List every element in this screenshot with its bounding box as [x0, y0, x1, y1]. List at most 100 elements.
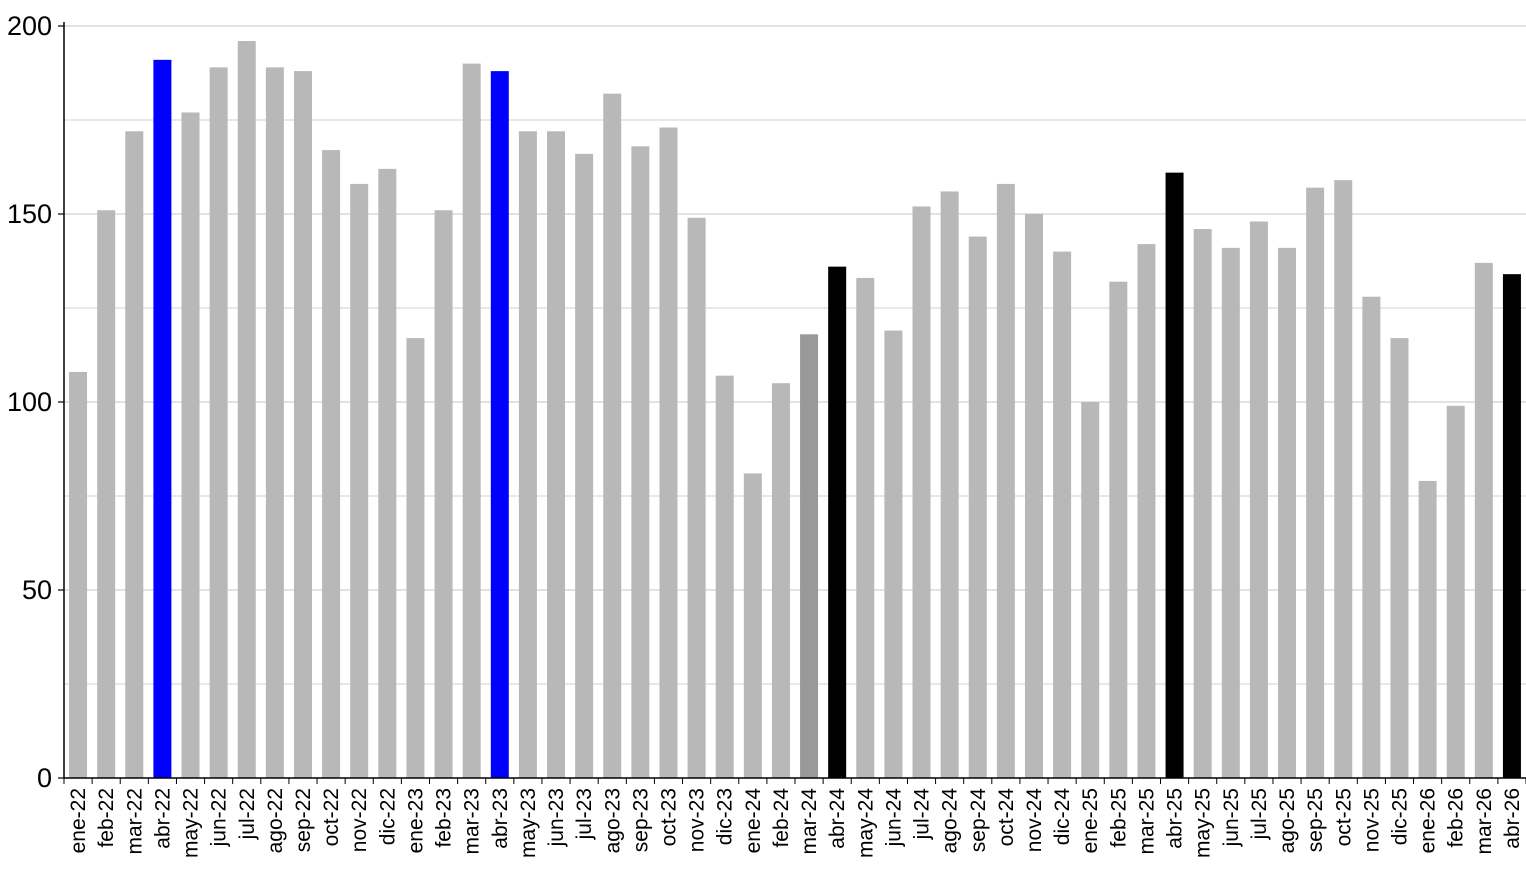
- bar-jul-24: [912, 206, 931, 779]
- x-tick-label: sep-25: [1304, 788, 1327, 852]
- y-tick-label: 150: [7, 199, 52, 229]
- bar-ene-22: [69, 371, 88, 778]
- bar-mar-26: [1474, 262, 1493, 778]
- y-tick-label: 200: [7, 11, 52, 41]
- bar-jul-22: [237, 41, 256, 779]
- bar-mar-23: [462, 63, 481, 779]
- bar-abr-24: [828, 266, 847, 778]
- bar-may-23: [518, 131, 537, 778]
- x-tick-label: nov-24: [1023, 788, 1046, 853]
- x-tick-label: jul-22: [236, 788, 259, 840]
- x-tick-label: jun-24: [882, 788, 905, 848]
- bar-feb-26: [1446, 405, 1465, 778]
- x-tick-label: abr-25: [1164, 788, 1187, 849]
- x-tick-label: dic-22: [376, 788, 399, 845]
- x-tick-label: feb-26: [1445, 788, 1468, 848]
- bar-ene-23: [406, 338, 425, 778]
- x-tick-label: mar-24: [798, 788, 821, 855]
- bar-feb-22: [97, 210, 116, 779]
- x-tick-label: ene-23: [404, 788, 427, 853]
- y-axis-labels: 0 50 100 150 200: [7, 11, 52, 793]
- bar-sep-23: [631, 146, 650, 778]
- x-tick-label: dic-23: [714, 788, 737, 845]
- bar-feb-25: [1109, 281, 1128, 778]
- bar-nov-25: [1362, 296, 1381, 778]
- bar-ago-22: [265, 67, 284, 779]
- x-tick-label: may-24: [854, 788, 877, 858]
- x-tick-label: feb-23: [433, 788, 456, 848]
- x-tick-label: abr-24: [826, 788, 849, 849]
- bar-may-24: [856, 277, 875, 778]
- bar-nov-22: [350, 183, 369, 779]
- x-tick-label: jun-23: [545, 788, 568, 847]
- bar-jul-23: [575, 153, 594, 779]
- bar-abr-26: [1502, 274, 1521, 778]
- x-tick-label: ago-22: [264, 788, 287, 853]
- bar-mar-22: [125, 131, 144, 778]
- y-tick-label: 50: [22, 575, 52, 605]
- x-tick-label: feb-24: [770, 788, 793, 848]
- bar-sep-24: [968, 236, 987, 778]
- x-tick-label: mar-26: [1473, 788, 1496, 855]
- y-tick-label: 0: [37, 763, 52, 793]
- x-tick-label: dic-24: [1051, 788, 1074, 846]
- bar-mar-24: [800, 334, 819, 778]
- bar-ago-24: [940, 191, 959, 778]
- x-tick-label: sep-24: [967, 788, 990, 853]
- x-tick-label: oct-24: [995, 788, 1018, 847]
- bar-jun-23: [547, 131, 566, 778]
- bar-ago-25: [1278, 247, 1297, 779]
- bar-jun-24: [884, 330, 903, 778]
- bar-jun-22: [209, 67, 228, 779]
- bar-sep-22: [293, 71, 312, 779]
- bars: [69, 41, 1521, 779]
- bar-oct-25: [1334, 180, 1353, 778]
- x-tick-label: ago-24: [939, 788, 962, 854]
- bar-nov-23: [687, 217, 706, 778]
- bar-dic-25: [1390, 338, 1409, 778]
- bar-dic-22: [378, 168, 397, 778]
- x-tick-label: ene-26: [1417, 788, 1440, 853]
- bar-may-25: [1193, 229, 1212, 779]
- x-tick-label: mar-25: [1135, 788, 1158, 855]
- x-tick-label: nov-23: [686, 788, 709, 852]
- bar-may-22: [181, 112, 200, 779]
- x-tick-label: jun-22: [208, 788, 231, 847]
- x-axis-labels: ene-22 feb-22 mar-22 abr-22 may-22 jun-22 jul-…: [67, 788, 1524, 858]
- x-tick-label: may-22: [180, 788, 203, 858]
- bar-mar-25: [1137, 244, 1156, 778]
- bar-jun-25: [1221, 247, 1240, 779]
- bar-abr-25: [1165, 172, 1184, 778]
- x-tick-label: abr-22: [151, 788, 174, 849]
- bar-nov-24: [1024, 214, 1043, 778]
- x-tick-label: oct-25: [1332, 788, 1355, 846]
- x-tick-label: dic-25: [1388, 788, 1411, 845]
- x-tick-label: ago-23: [601, 788, 624, 853]
- bar-oct-23: [659, 127, 678, 778]
- bar-dic-24: [1053, 251, 1072, 779]
- x-tick-label: feb-25: [1107, 788, 1130, 848]
- x-tick-label: ene-25: [1079, 788, 1102, 853]
- x-tick-label: abr-26: [1501, 788, 1524, 849]
- x-tick-label: sep-22: [292, 788, 315, 852]
- x-tick-label: jul-25: [1248, 788, 1271, 840]
- x-tick-label: abr-23: [489, 788, 512, 849]
- bar-oct-22: [322, 150, 341, 778]
- bar-dic-23: [715, 375, 734, 778]
- x-tick-label: nov-22: [348, 788, 371, 852]
- bar-abr-23: [490, 71, 509, 779]
- x-tick-label: ene-24: [742, 788, 765, 854]
- x-tick-label: may-23: [517, 788, 540, 858]
- x-tick-label: sep-23: [629, 788, 652, 852]
- bar-sep-25: [1306, 187, 1325, 778]
- bar-feb-23: [434, 210, 453, 779]
- x-tick-label: mar-23: [461, 788, 484, 855]
- y-tick-label: 100: [7, 387, 52, 417]
- x-tick-label: ago-25: [1276, 788, 1299, 853]
- bar-feb-24: [771, 383, 790, 778]
- x-tick-label: jul-24: [911, 788, 934, 841]
- axes: [58, 22, 1526, 784]
- x-tick-label: nov-25: [1360, 788, 1383, 852]
- x-tick-label: mar-22: [123, 788, 146, 855]
- x-tick-label: jul-23: [573, 788, 596, 840]
